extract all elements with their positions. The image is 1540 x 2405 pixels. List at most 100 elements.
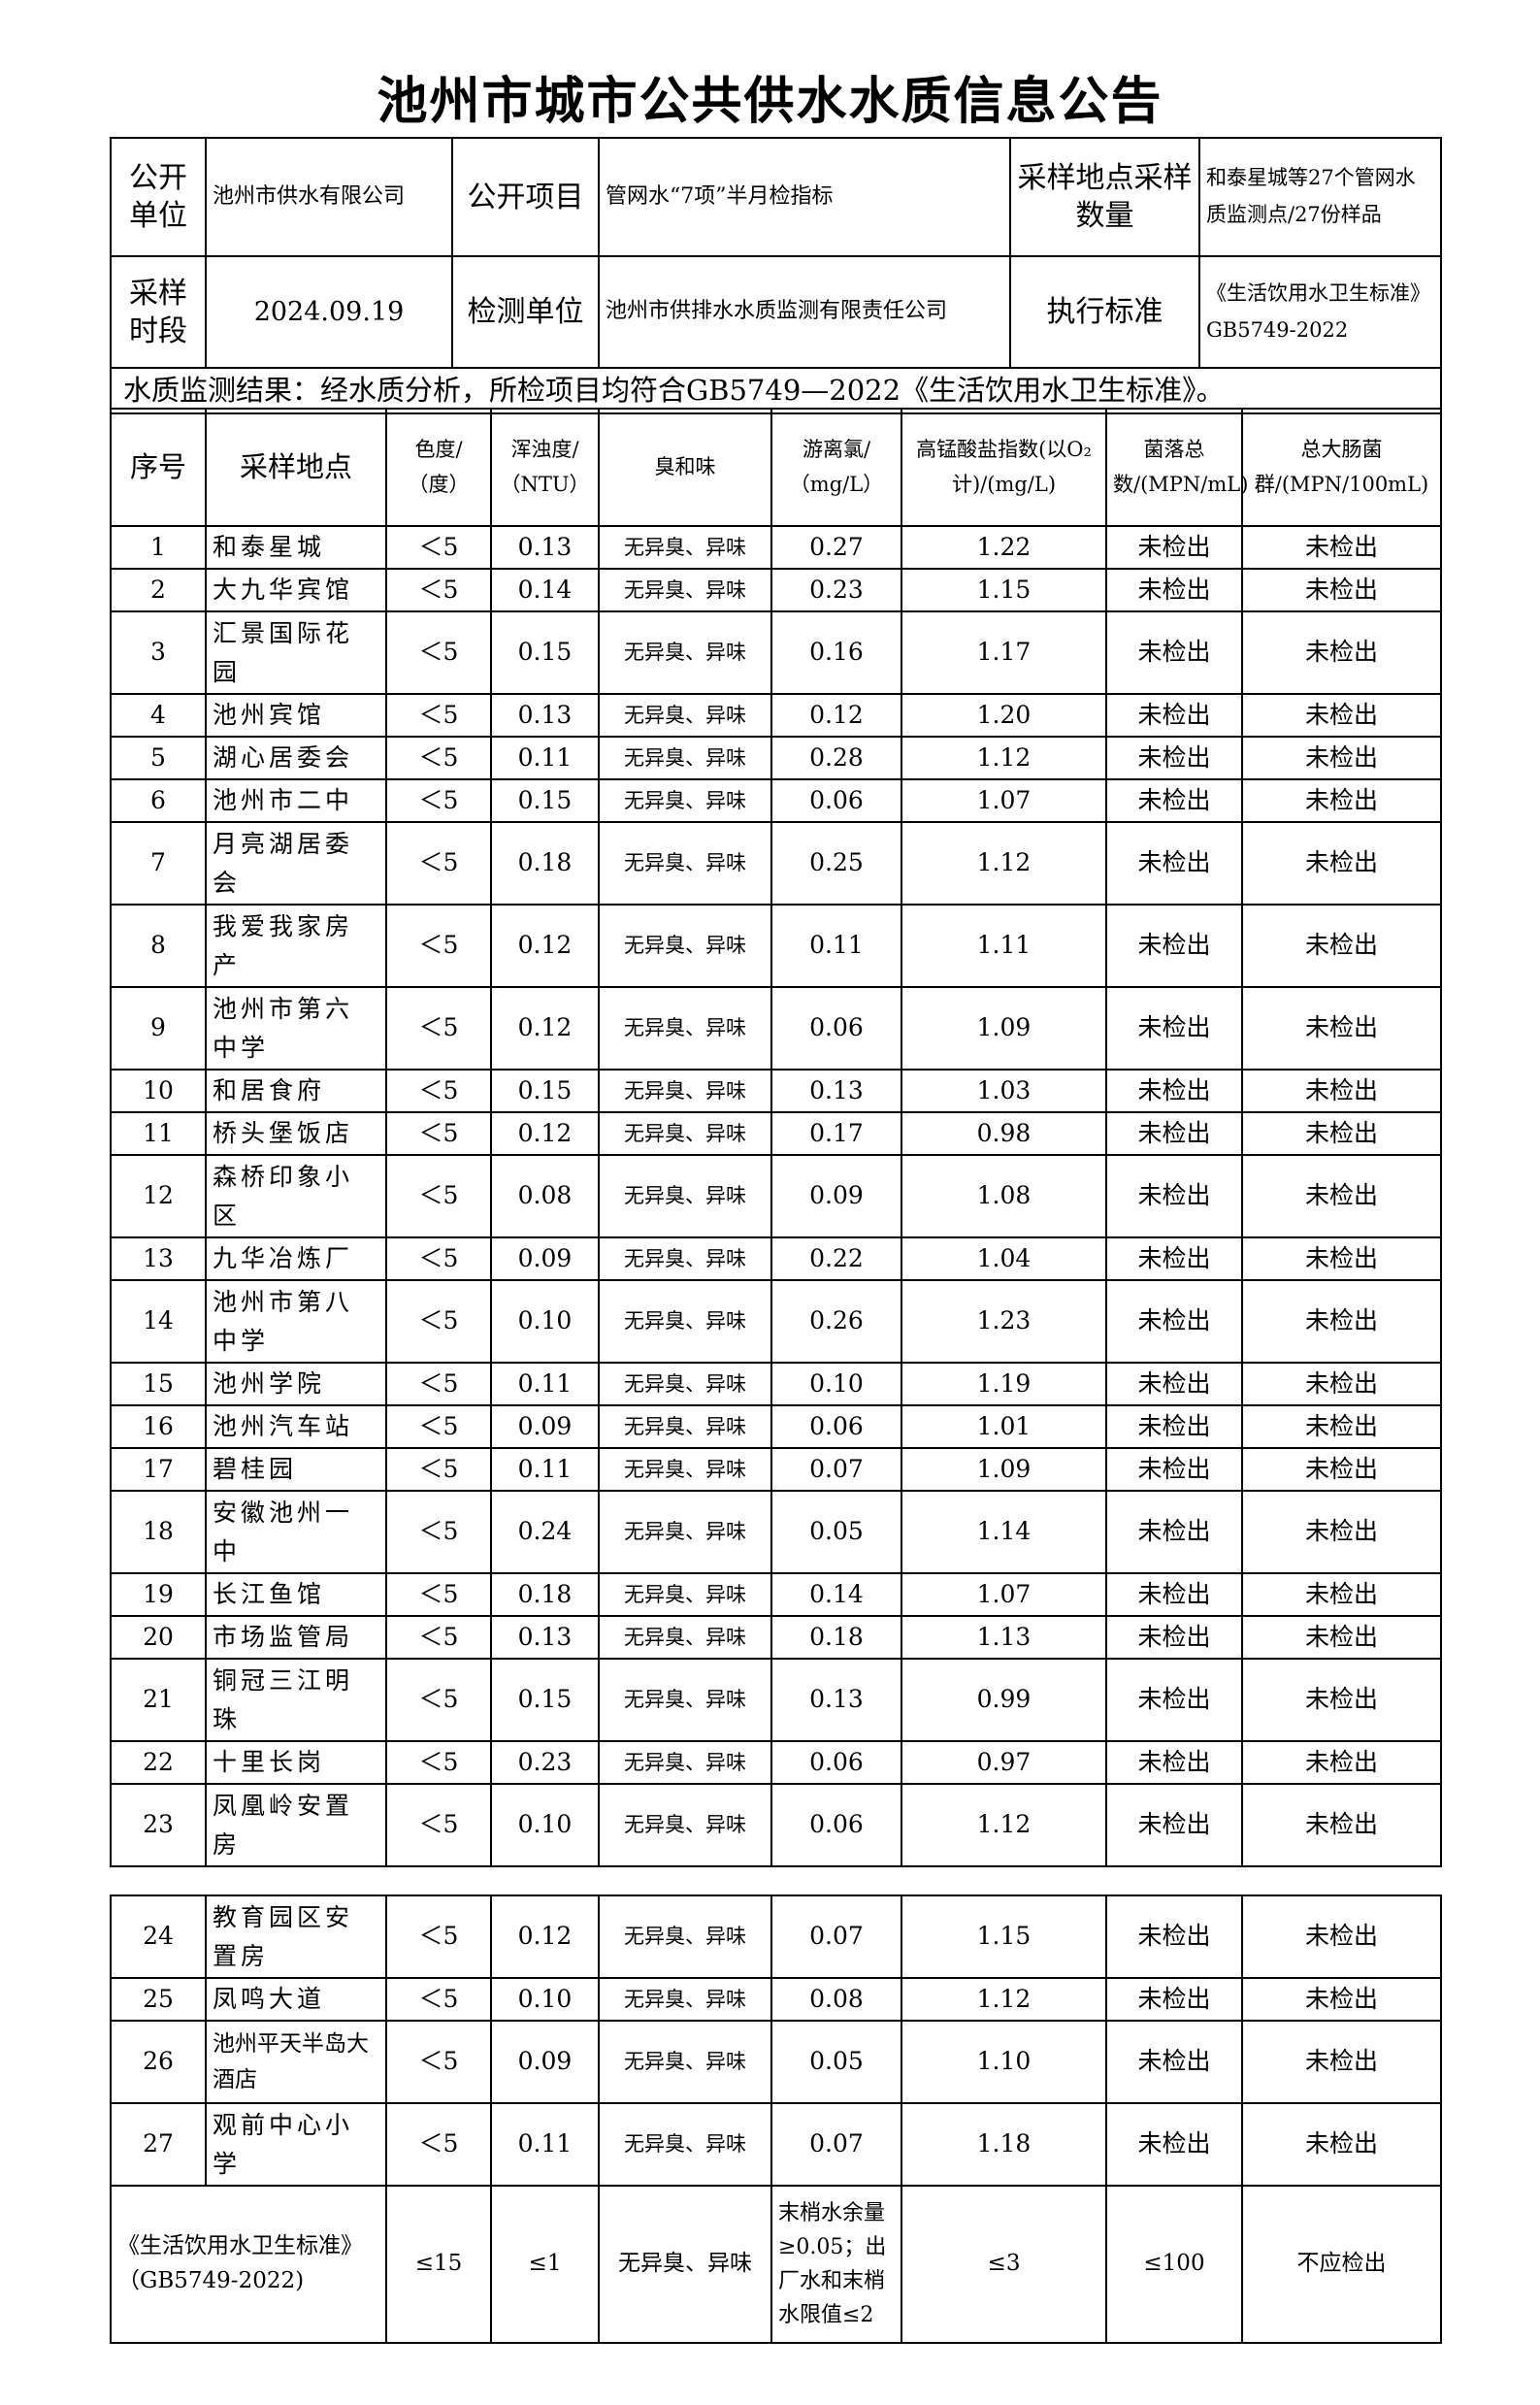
standard-odor: 无异臭、异味 bbox=[598, 2185, 772, 2344]
table-row: 13 九华冶炼厂 ＜5 0.09 无异臭、异味 0.22 1.04 未检出 未检出 bbox=[110, 1236, 1442, 1281]
cell-chlorine: 0.05 bbox=[770, 2020, 902, 2104]
cell-coliform: 未检出 bbox=[1241, 693, 1442, 738]
header-permanganate: 高锰酸盐指数(以O₂计)/(mg/L) bbox=[901, 408, 1107, 527]
cell-location: 铜冠三江明珠 bbox=[205, 1658, 387, 1742]
cell-odor: 无异臭、异味 bbox=[598, 693, 772, 738]
cell-location: 池州市第八中学 bbox=[205, 1279, 387, 1364]
cell-coliform: 未检出 bbox=[1241, 1783, 1442, 1867]
cell-chlorine: 0.05 bbox=[770, 1490, 902, 1574]
cell-location: 池州市二中 bbox=[205, 778, 387, 823]
header-row: 序号 采样地点 色度/（度） 浑浊度/（NTU） 臭和味 游离氯/（mg/L） 高锰酸盐指数… bbox=[110, 408, 1442, 527]
sites-label: 采样地点采样数量 bbox=[1009, 137, 1200, 257]
conclusion: 水质监测结果：经水质分析，所检项目均符合GB5749—2022《生活饮用水卫生标… bbox=[110, 367, 1442, 414]
cell-no: 21 bbox=[110, 1658, 207, 1742]
publisher-value: 池州市供水有限公司 bbox=[205, 137, 453, 257]
item-label: 公开项目 bbox=[451, 137, 600, 257]
cell-colony-count: 未检出 bbox=[1105, 986, 1243, 1071]
table-row: 5 湖心居委会 ＜5 0.11 无异臭、异味 0.28 1.12 未检出 未检出 bbox=[110, 736, 1442, 780]
cell-location: 长江鱼馆 bbox=[205, 1572, 387, 1617]
cell-permanganate: 0.99 bbox=[901, 1658, 1107, 1742]
cell-turbidity: 0.15 bbox=[490, 1658, 600, 1742]
cell-odor: 无异臭、异味 bbox=[598, 1111, 772, 1156]
cell-turbidity: 0.11 bbox=[490, 736, 600, 780]
cell-colony-count: 未检出 bbox=[1105, 693, 1243, 738]
cell-color: ＜5 bbox=[385, 736, 492, 780]
table-row: 19 长江鱼馆 ＜5 0.18 无异臭、异味 0.14 1.07 未检出 未检出 bbox=[110, 1572, 1442, 1617]
table-row: 10 和居食府 ＜5 0.15 无异臭、异味 0.13 1.03 未检出 未检出 bbox=[110, 1069, 1442, 1113]
cell-colony-count: 未检出 bbox=[1105, 2102, 1243, 2187]
cell-chlorine: 0.08 bbox=[770, 1977, 902, 2022]
standard-turbidity: ≤1 bbox=[490, 2185, 600, 2344]
table-row: 12 森桥印象小区 ＜5 0.08 无异臭、异味 0.09 1.08 未检出 未检出 bbox=[110, 1154, 1442, 1238]
cell-color: ＜5 bbox=[385, 525, 492, 570]
cell-turbidity: 0.15 bbox=[490, 1069, 600, 1113]
cell-coliform: 未检出 bbox=[1241, 1069, 1442, 1113]
cell-turbidity: 0.08 bbox=[490, 1154, 600, 1238]
cell-no: 12 bbox=[110, 1154, 207, 1238]
cell-chlorine: 0.06 bbox=[770, 986, 902, 1071]
cell-turbidity: 0.11 bbox=[490, 1362, 600, 1406]
cell-odor: 无异臭、异味 bbox=[598, 1069, 772, 1113]
standard-value: 《生活饮用水卫生标准》GB5749-2022 bbox=[1198, 255, 1442, 369]
cell-location: 和泰星城 bbox=[205, 525, 387, 570]
cell-colony-count: 未检出 bbox=[1105, 1894, 1243, 1979]
cell-odor: 无异臭、异味 bbox=[598, 1572, 772, 1617]
cell-coliform: 未检出 bbox=[1241, 1658, 1442, 1742]
cell-no: 11 bbox=[110, 1111, 207, 1156]
cell-permanganate: 1.12 bbox=[901, 736, 1107, 780]
table-row: 3 汇景国际花园 ＜5 0.15 无异臭、异味 0.16 1.17 未检出 未检出 bbox=[110, 610, 1442, 695]
cell-odor: 无异臭、异味 bbox=[598, 1362, 772, 1406]
cell-color: ＜5 bbox=[385, 1404, 492, 1449]
cell-coliform: 未检出 bbox=[1241, 736, 1442, 780]
cell-colony-count: 未检出 bbox=[1105, 1977, 1243, 2022]
cell-turbidity: 0.10 bbox=[490, 1977, 600, 2022]
cell-coliform: 未检出 bbox=[1241, 525, 1442, 570]
cell-color: ＜5 bbox=[385, 1894, 492, 1979]
table-row: 17 碧桂园 ＜5 0.11 无异臭、异味 0.07 1.09 未检出 未检出 bbox=[110, 1447, 1442, 1492]
cell-turbidity: 0.15 bbox=[490, 610, 600, 695]
cell-no: 27 bbox=[110, 2102, 207, 2187]
cell-permanganate: 1.15 bbox=[901, 1894, 1107, 1979]
cell-location: 池州学院 bbox=[205, 1362, 387, 1406]
cell-odor: 无异臭、异味 bbox=[598, 610, 772, 695]
cell-turbidity: 0.10 bbox=[490, 1279, 600, 1364]
cell-colony-count: 未检出 bbox=[1105, 1362, 1243, 1406]
cell-color: ＜5 bbox=[385, 2020, 492, 2104]
cell-permanganate: 1.03 bbox=[901, 1069, 1107, 1113]
cell-coliform: 未检出 bbox=[1241, 1977, 1442, 2022]
cell-chlorine: 0.17 bbox=[770, 1111, 902, 1156]
cell-no: 26 bbox=[110, 2020, 207, 2104]
cell-permanganate: 1.10 bbox=[901, 2020, 1107, 2104]
cell-odor: 无异臭、异味 bbox=[598, 1658, 772, 1742]
cell-no: 6 bbox=[110, 778, 207, 823]
cell-odor: 无异臭、异味 bbox=[598, 1447, 772, 1492]
cell-no: 5 bbox=[110, 736, 207, 780]
cell-turbidity: 0.23 bbox=[490, 1740, 600, 1785]
cell-colony-count: 未检出 bbox=[1105, 1783, 1243, 1867]
cell-permanganate: 1.08 bbox=[901, 1154, 1107, 1238]
cell-colony-count: 未检出 bbox=[1105, 568, 1243, 612]
cell-chlorine: 0.12 bbox=[770, 693, 902, 738]
table-row: 18 安徽池州一中 ＜5 0.24 无异臭、异味 0.05 1.14 未检出 未检出 bbox=[110, 1490, 1442, 1574]
cell-turbidity: 0.12 bbox=[490, 1894, 600, 1979]
standard-name: 《生活饮用水卫生标准》（GB5749-2022) bbox=[110, 2185, 387, 2344]
date-label: 采样时段 bbox=[110, 255, 207, 369]
cell-permanganate: 1.19 bbox=[901, 1362, 1107, 1406]
cell-location: 十里长岗 bbox=[205, 1740, 387, 1785]
cell-turbidity: 0.14 bbox=[490, 568, 600, 612]
cell-permanganate: 1.12 bbox=[901, 1783, 1107, 1867]
cell-location: 森桥印象小区 bbox=[205, 1154, 387, 1238]
cell-color: ＜5 bbox=[385, 1977, 492, 2022]
cell-permanganate: 1.12 bbox=[901, 1977, 1107, 2022]
cell-odor: 无异臭、异味 bbox=[598, 1615, 772, 1660]
table-row: 27 观前中心小学 ＜5 0.11 无异臭、异味 0.07 1.18 未检出 未检出 bbox=[110, 2102, 1442, 2187]
cell-coliform: 未检出 bbox=[1241, 1615, 1442, 1660]
table-row: 25 凤鸣大道 ＜5 0.10 无异臭、异味 0.08 1.12 未检出 未检出 bbox=[110, 1977, 1442, 2022]
cell-color: ＜5 bbox=[385, 610, 492, 695]
cell-permanganate: 1.17 bbox=[901, 610, 1107, 695]
cell-permanganate: 1.23 bbox=[901, 1279, 1107, 1364]
cell-odor: 无异臭、异味 bbox=[598, 2102, 772, 2187]
cell-permanganate: 1.11 bbox=[901, 904, 1107, 988]
cell-colony-count: 未检出 bbox=[1105, 1111, 1243, 1156]
cell-no: 23 bbox=[110, 1783, 207, 1867]
